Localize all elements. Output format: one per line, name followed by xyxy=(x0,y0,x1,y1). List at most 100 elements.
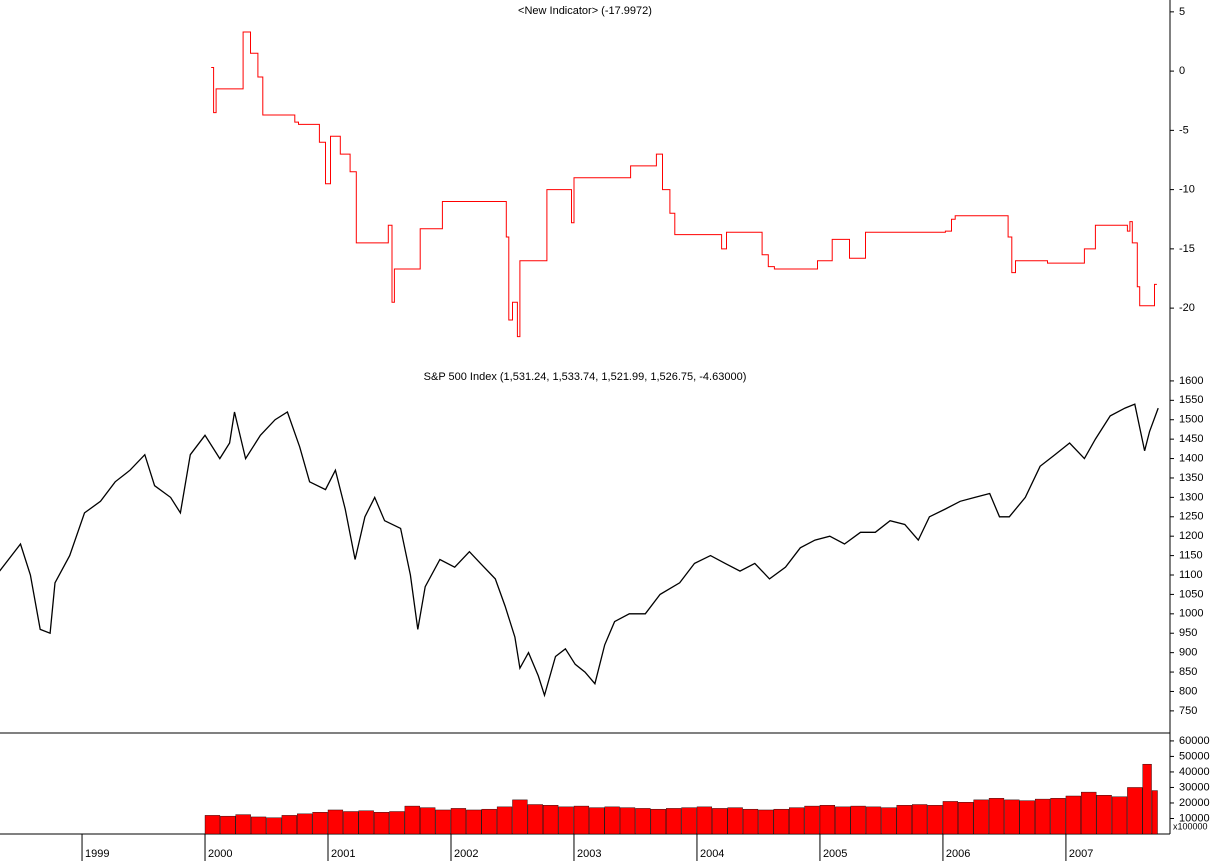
y-tick-label: 1450 xyxy=(1179,433,1203,445)
volume-bar xyxy=(789,807,805,835)
volume-bar xyxy=(1004,799,1020,835)
volume-multiplier: x100000 xyxy=(1173,821,1208,831)
volume-bar xyxy=(712,808,728,835)
volume-bar xyxy=(466,809,482,835)
volume-bar xyxy=(666,808,682,835)
volume-bar xyxy=(604,806,620,835)
volume-bar xyxy=(558,806,574,835)
y-tick-label: -10 xyxy=(1179,184,1195,196)
price-line xyxy=(0,403,1159,698)
volume-bar xyxy=(958,801,974,835)
volume-bar xyxy=(696,806,713,835)
volume-bar xyxy=(1050,798,1066,835)
volume-bar xyxy=(204,815,221,835)
x-tick-label: 2002 xyxy=(454,848,478,860)
y-tick-label: 1300 xyxy=(1179,491,1203,503)
x-tick-label: 1999 xyxy=(85,848,109,860)
volume-bar xyxy=(742,808,759,835)
volume-bar xyxy=(896,805,912,835)
volume-bar xyxy=(681,807,697,835)
volume-bar xyxy=(235,814,251,835)
volume-bar xyxy=(835,806,851,835)
y-tick-label: 0 xyxy=(1179,65,1185,77)
y-tick-label: 900 xyxy=(1179,647,1197,659)
x-tick-label: 2004 xyxy=(700,848,724,860)
y-tick-label: 1050 xyxy=(1179,588,1203,600)
volume-bar xyxy=(911,804,928,835)
y-tick-label: 1100 xyxy=(1179,569,1203,581)
volume-bar xyxy=(343,811,359,835)
volume-bar xyxy=(727,807,743,835)
price-title: S&P 500 Index (1,531.24, 1,533.74, 1,521… xyxy=(424,371,747,383)
volume-bar xyxy=(573,805,590,835)
y-tick-label: -15 xyxy=(1179,243,1195,255)
volume-bar xyxy=(1065,795,1081,835)
volume-bar xyxy=(635,808,651,835)
y-tick-label: 750 xyxy=(1179,705,1197,717)
indicator-title: <New Indicator> (-17.9972) xyxy=(518,5,652,17)
volume-bar xyxy=(758,809,774,835)
volume-bar xyxy=(819,805,836,835)
y-tick-label: 10000 xyxy=(1179,812,1210,824)
volume-bar xyxy=(973,799,989,835)
volume-bar xyxy=(450,808,467,835)
volume-bar xyxy=(327,809,344,835)
volume-bar xyxy=(881,807,897,835)
y-tick-label: 1200 xyxy=(1179,530,1203,542)
x-tick-label: 2000 xyxy=(208,848,232,860)
x-tick-label: 2001 xyxy=(331,848,355,860)
volume-bar xyxy=(1081,791,1097,835)
volume-bar xyxy=(927,805,943,835)
y-tick-label: 850 xyxy=(1179,666,1197,678)
volume-bar xyxy=(988,798,1005,835)
y-tick-label: 1550 xyxy=(1179,394,1203,406)
y-tick-label: 1000 xyxy=(1179,608,1203,620)
y-tick-label: 60000 xyxy=(1179,735,1210,747)
volume-bar xyxy=(312,812,328,835)
y-tick-label: -5 xyxy=(1179,124,1189,136)
volume-bar xyxy=(527,804,543,835)
volume-bar xyxy=(389,811,405,835)
x-tick-label: 2007 xyxy=(1069,848,1093,860)
volume-bar xyxy=(373,812,390,835)
volume-bar xyxy=(804,805,820,835)
y-tick-label: 1400 xyxy=(1179,452,1203,464)
volume-bar xyxy=(1142,763,1152,835)
y-tick-label: 800 xyxy=(1179,685,1197,697)
y-tick-label: 1250 xyxy=(1179,511,1203,523)
volume-bar xyxy=(220,815,236,835)
volume-bar xyxy=(850,805,866,835)
volume-bar xyxy=(865,806,882,835)
y-tick-label: 1150 xyxy=(1179,550,1203,562)
volume-bar xyxy=(543,805,559,835)
volume-bar xyxy=(297,813,313,835)
volume-bar xyxy=(266,817,282,835)
volume-bar xyxy=(619,807,636,835)
volume-bar xyxy=(481,808,497,835)
volume-bar xyxy=(1034,798,1051,835)
volume-bar xyxy=(1019,800,1035,835)
volume-bar xyxy=(512,799,528,835)
volume-bar xyxy=(773,808,789,835)
volume-bar xyxy=(496,806,513,835)
volume-bar xyxy=(358,810,374,835)
x-tick-label: 2006 xyxy=(946,848,970,860)
volume-bar xyxy=(589,807,605,835)
y-tick-label: 1500 xyxy=(1179,414,1203,426)
y-tick-label: 20000 xyxy=(1179,797,1210,809)
y-tick-label: 1350 xyxy=(1179,472,1203,484)
y-tick-label: 1600 xyxy=(1179,375,1203,387)
volume-bar xyxy=(404,805,420,835)
volume-bar xyxy=(420,807,436,835)
x-tick-label: 2003 xyxy=(577,848,601,860)
volume-bar xyxy=(1151,790,1158,835)
y-tick-label: 5 xyxy=(1179,6,1185,18)
y-tick-label: 30000 xyxy=(1179,781,1210,793)
volume-bar xyxy=(1127,787,1143,835)
volume-bar xyxy=(250,816,267,835)
x-tick-label: 2005 xyxy=(823,848,847,860)
y-tick-label: -20 xyxy=(1179,302,1195,314)
y-tick-label: 950 xyxy=(1179,627,1197,639)
